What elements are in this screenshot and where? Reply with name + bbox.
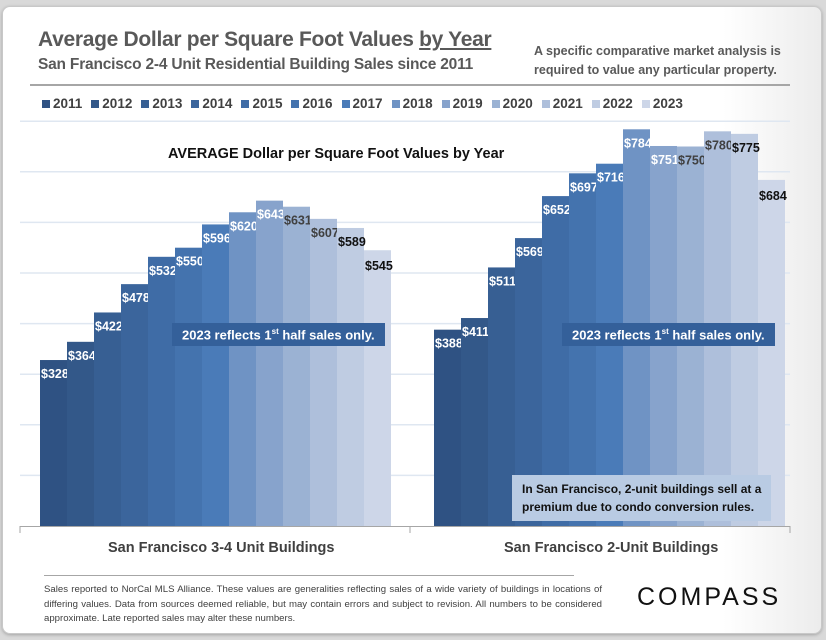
data-label-2022-3-4-unit: $589: [338, 235, 366, 249]
bar-2015-2-unit: [542, 196, 569, 526]
disclaimer-note: A specific comparative market analysis i…: [534, 44, 781, 77]
data-label-2012-3-4-unit: $364: [68, 349, 96, 363]
title-underlined: by Year: [419, 28, 492, 51]
header-divider: [30, 84, 790, 86]
legend-label: 2019: [452, 96, 483, 111]
category-label-3-4-unit: San Francisco 3-4 Unit Buildings: [108, 540, 335, 556]
bar-2016-3-4-unit: [175, 247, 202, 526]
compass-logo: COMPASS: [637, 583, 782, 611]
legend-item-2018: 2018: [391, 96, 433, 111]
bar-2017-3-4-unit: [202, 224, 229, 526]
legend-swatch: [91, 99, 100, 108]
bar-2011-2-unit: [434, 329, 461, 526]
data-label-2019-2-unit: $751: [651, 153, 679, 167]
footnote: Sales reported to NorCal MLS Alliance. T…: [44, 584, 602, 624]
legend-swatch: [541, 99, 550, 108]
half-year-note-right: 2023 reflects 1st half sales only.: [562, 323, 775, 347]
legend-item-2020: 2020: [491, 96, 533, 111]
condo-conversion-note: In San Francisco, 2-unit buildings sell …: [512, 475, 772, 521]
legend-label: 2014: [202, 96, 233, 111]
page-title: Average Dollar per Square Foot Values by…: [38, 28, 492, 51]
bar-2019-3-4-unit: [256, 200, 283, 526]
data-label-2012-2-unit: $411: [462, 325, 489, 339]
legend-swatch: [441, 99, 450, 108]
legend-label: 2020: [502, 96, 533, 111]
bar-2011-3-4-unit: [40, 360, 67, 526]
legend-label: 2017: [352, 96, 383, 111]
legend-item-2011: 2011: [42, 96, 82, 111]
data-label-2020-2-unit: $750: [678, 154, 706, 168]
bar-2012-3-4-unit: [67, 341, 94, 526]
bar-2014-3-4-unit: [121, 284, 148, 526]
bar-2023-3-4-unit: [364, 250, 391, 527]
legend-label: 2013: [152, 96, 183, 111]
bar-2018-3-4-unit: [229, 212, 256, 526]
bar-2022-3-4-unit: [337, 227, 364, 526]
data-label-2017-3-4-unit: $596: [203, 231, 231, 245]
legend-item-2014: 2014: [191, 96, 232, 111]
legend-swatch: [141, 99, 150, 108]
bar-2012-2-unit: [461, 318, 488, 526]
data-label-2023-3-4-unit: $545: [365, 259, 393, 273]
data-label-2015-2-unit: $652: [543, 203, 571, 217]
data-label-2014-3-4-unit: $478: [122, 291, 150, 305]
chart-legend: 2011 2012 2013 2014 2015 2016 2017 2018 2019 2020…: [42, 96, 692, 111]
legend-item-2015: 2015: [241, 96, 282, 111]
data-label-2014-2-unit: $569: [516, 245, 544, 259]
data-label-2021-3-4-unit: $607: [311, 226, 339, 240]
legend-swatch: [42, 99, 50, 108]
chart-title: AVERAGE Dollar per Square Foot Values by…: [168, 146, 505, 162]
data-label-2011-3-4-unit: $328: [41, 367, 69, 381]
data-label-2017-2-unit: $716: [597, 171, 625, 185]
data-label-2011-2-unit: $388: [435, 337, 463, 351]
legend-label: 2012: [102, 96, 133, 111]
legend-item-2019: 2019: [441, 96, 483, 111]
legend-item-2012: 2012: [91, 96, 132, 111]
legend-label: 2015: [252, 96, 283, 111]
legend-swatch: [191, 99, 200, 108]
bar-2013-2-unit: [488, 267, 515, 526]
data-label-2013-3-4-unit: $422: [95, 319, 123, 333]
legend-item-2022: 2022: [591, 96, 633, 111]
footer-divider: [44, 575, 574, 576]
data-label-2013-2-unit: $511: [489, 274, 516, 288]
bar-2020-3-4-unit: [283, 206, 310, 527]
legend-item-2016: 2016: [291, 96, 333, 111]
data-label-2018-2-unit: $784: [624, 136, 652, 150]
legend-label: 2022: [602, 96, 633, 111]
page-subtitle: San Francisco 2-4 Unit Residential Build…: [38, 56, 474, 73]
legend-item-2013: 2013: [141, 96, 182, 111]
legend-label: 2021: [552, 96, 583, 111]
legend-label: 2023: [652, 96, 683, 111]
data-label-2023-2-unit: $684: [759, 189, 787, 203]
bar-2013-3-4-unit: [94, 312, 121, 526]
legend-swatch: [641, 99, 650, 108]
data-label-2016-2-unit: $697: [570, 180, 598, 194]
bar-2016-2-unit: [569, 173, 596, 526]
legend-swatch: [591, 99, 600, 108]
data-label-2020-3-4-unit: $631: [284, 214, 312, 228]
half-year-note-left: 2023 reflects 1st half sales only.: [172, 323, 385, 347]
data-label-2015-3-4-unit: $532: [149, 264, 177, 278]
legend-label: 2016: [302, 96, 333, 111]
legend-item-2021: 2021: [541, 96, 583, 111]
data-label-2021-2-unit: $780: [705, 138, 733, 152]
legend-item-2023: 2023: [641, 96, 683, 111]
legend-swatch: [391, 99, 400, 108]
data-label-2022-2-unit: $775: [732, 141, 760, 155]
category-label-2-unit: San Francisco 2-Unit Buildings: [504, 540, 719, 556]
bar-2023-2-unit: [758, 179, 785, 526]
data-label-2016-3-4-unit: $550: [176, 255, 204, 269]
bar-2021-3-4-unit: [310, 218, 337, 526]
legend-swatch: [241, 99, 250, 108]
data-label-2018-3-4-unit: $620: [230, 219, 258, 233]
legend-swatch: [491, 99, 500, 108]
bar-2015-3-4-unit: [148, 256, 175, 526]
legend-label: 2018: [402, 96, 433, 111]
legend-swatch: [291, 99, 300, 108]
legend-label: 2011: [53, 96, 83, 111]
legend-swatch: [341, 99, 350, 108]
legend-item-2017: 2017: [341, 96, 383, 111]
data-label-2019-3-4-unit: $643: [257, 208, 285, 222]
